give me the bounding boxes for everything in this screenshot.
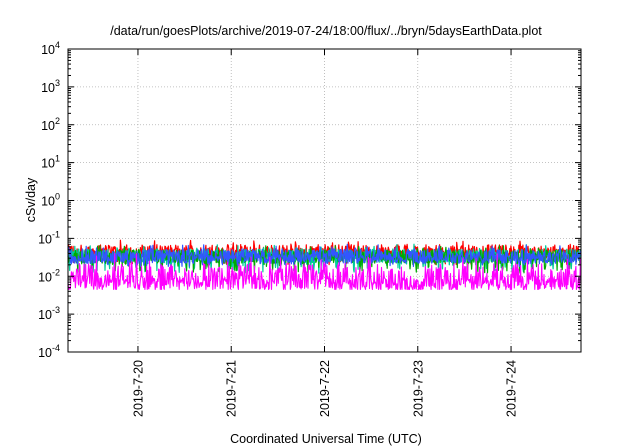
x-tick-label: 2019-7-22: [318, 360, 332, 417]
y-tick-label: 100: [41, 192, 60, 209]
y-tick-label: 103: [41, 78, 60, 95]
y-tick-label: 104: [41, 40, 60, 57]
x-tick-label: 2019-7-24: [505, 360, 519, 417]
y-tick-label: 10-1: [38, 229, 60, 246]
y-tick-label: 10-2: [38, 267, 60, 284]
y-axis: 10-4 10-3 10-2 10-1 100 101 102 103 104: [38, 40, 581, 360]
y-tick-label: 10-3: [38, 305, 60, 322]
chart-title: /data/run/goesPlots/archive/2019-07-24/1…: [110, 24, 542, 38]
x-axis-label: Coordinated Universal Time (UTC): [230, 432, 422, 446]
y-axis-label: cSv/day: [24, 177, 38, 222]
series-group: [67, 239, 582, 290]
series-line: [67, 243, 582, 268]
y-tick-label: 10-4: [38, 343, 60, 360]
y-tick-label: 101: [41, 154, 60, 171]
x-tick-label: 2019-7-20: [131, 360, 145, 417]
grid: [68, 49, 581, 352]
y-tick-label: 102: [41, 116, 60, 133]
series-line: [67, 252, 582, 290]
x-tick-label: 2019-7-21: [225, 360, 239, 417]
x-axis: 2019-7-20 2019-7-21 2019-7-22 2019-7-23 2019…: [131, 49, 519, 417]
x-tick-label: 2019-7-23: [411, 360, 425, 417]
